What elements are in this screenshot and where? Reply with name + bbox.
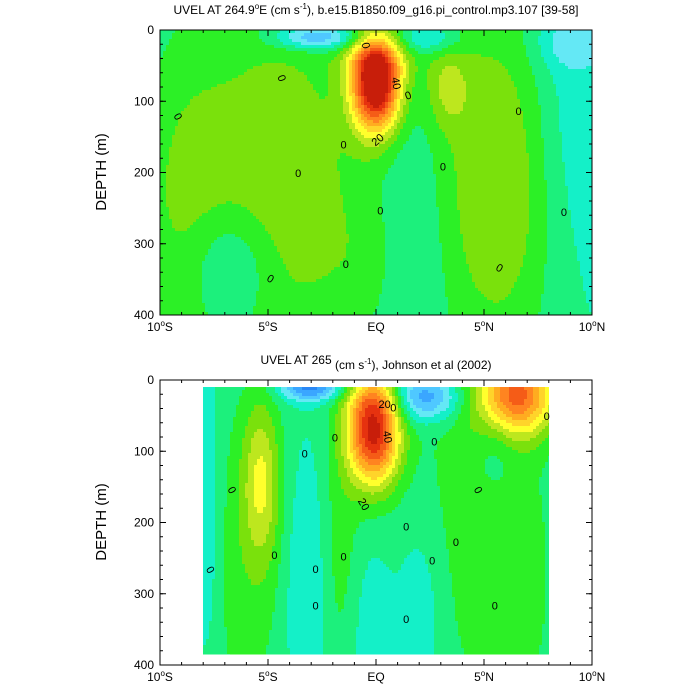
y-axis-label-bottom: DEPTH (m) <box>93 483 110 561</box>
y-tick-label: 0 <box>147 23 154 37</box>
contour-label: 0 <box>312 600 318 612</box>
x-tick-label: EQ <box>367 670 384 684</box>
contour-label: 0 <box>390 402 396 414</box>
y-axis-label-top: DEPTH (m) <box>93 133 110 211</box>
contour-label: 0 <box>403 521 409 533</box>
y-tick-label: 300 <box>134 237 154 251</box>
contour-label: 0 <box>302 449 308 461</box>
x-tick-label: 5oS <box>258 319 277 334</box>
contour-label: 0 <box>271 550 277 562</box>
contour-label: 0 <box>492 600 498 612</box>
y-tick-label: 300 <box>134 587 154 601</box>
chart-bottom: UVEL AT 265 (cm s-1), Johnson et al (200… <box>93 353 605 684</box>
contour-label: 0 <box>515 106 521 118</box>
x-tick-label: 10oN <box>579 669 605 684</box>
contour-label: 0 <box>453 537 459 549</box>
contour-label: 0 <box>429 556 435 568</box>
x-tick-label: EQ <box>367 320 384 334</box>
y-tick-label: 200 <box>134 166 154 180</box>
contour-label: 40 <box>389 76 403 90</box>
x-tick-label: 10oS <box>147 319 173 334</box>
contour-label: 0 <box>341 551 347 563</box>
y-tick-label: 200 <box>134 516 154 530</box>
contour-label: 0 <box>440 161 446 173</box>
contour-label: 0 <box>403 614 409 626</box>
x-tick-label: 5oS <box>258 669 277 684</box>
x-tick-label: 10oS <box>147 669 173 684</box>
contour-label: 0 <box>332 432 338 444</box>
chart-top: UVEL AT 264.9oE (cm s-1), b.e15.B1850.f0… <box>93 2 605 334</box>
contour-label: 0 <box>343 259 349 271</box>
x-tick-label: 10oN <box>579 319 605 334</box>
contour-label: 40 <box>380 430 394 444</box>
contour-fill <box>160 30 592 315</box>
y-tick-label: 0 <box>147 373 154 387</box>
y-tick-label: 100 <box>134 94 154 108</box>
contour-label: 0 <box>377 206 383 218</box>
contour-label: 0 <box>544 411 550 423</box>
y-tick-label: 100 <box>134 444 154 458</box>
contour-label: 0 <box>295 168 301 180</box>
plot-area-bottom: 20402000000000000000000010020030040010oS… <box>134 373 605 684</box>
contour-label: 0 <box>561 207 567 219</box>
contour-label: 0 <box>312 564 318 576</box>
contour-label: 0 <box>341 139 347 151</box>
contour-label: 20 <box>379 399 391 411</box>
chart-title-bottom: UVEL AT 265 (cm s-1), Johnson et al (200… <box>260 353 491 372</box>
contour-fill <box>203 387 549 655</box>
x-tick-label: 5oN <box>474 669 494 684</box>
x-tick-label: 5oN <box>474 319 494 334</box>
chart-title-top: UVEL AT 264.9oE (cm s-1), b.e15.B1850.f0… <box>174 2 579 17</box>
contour-label: 0 <box>431 437 437 449</box>
